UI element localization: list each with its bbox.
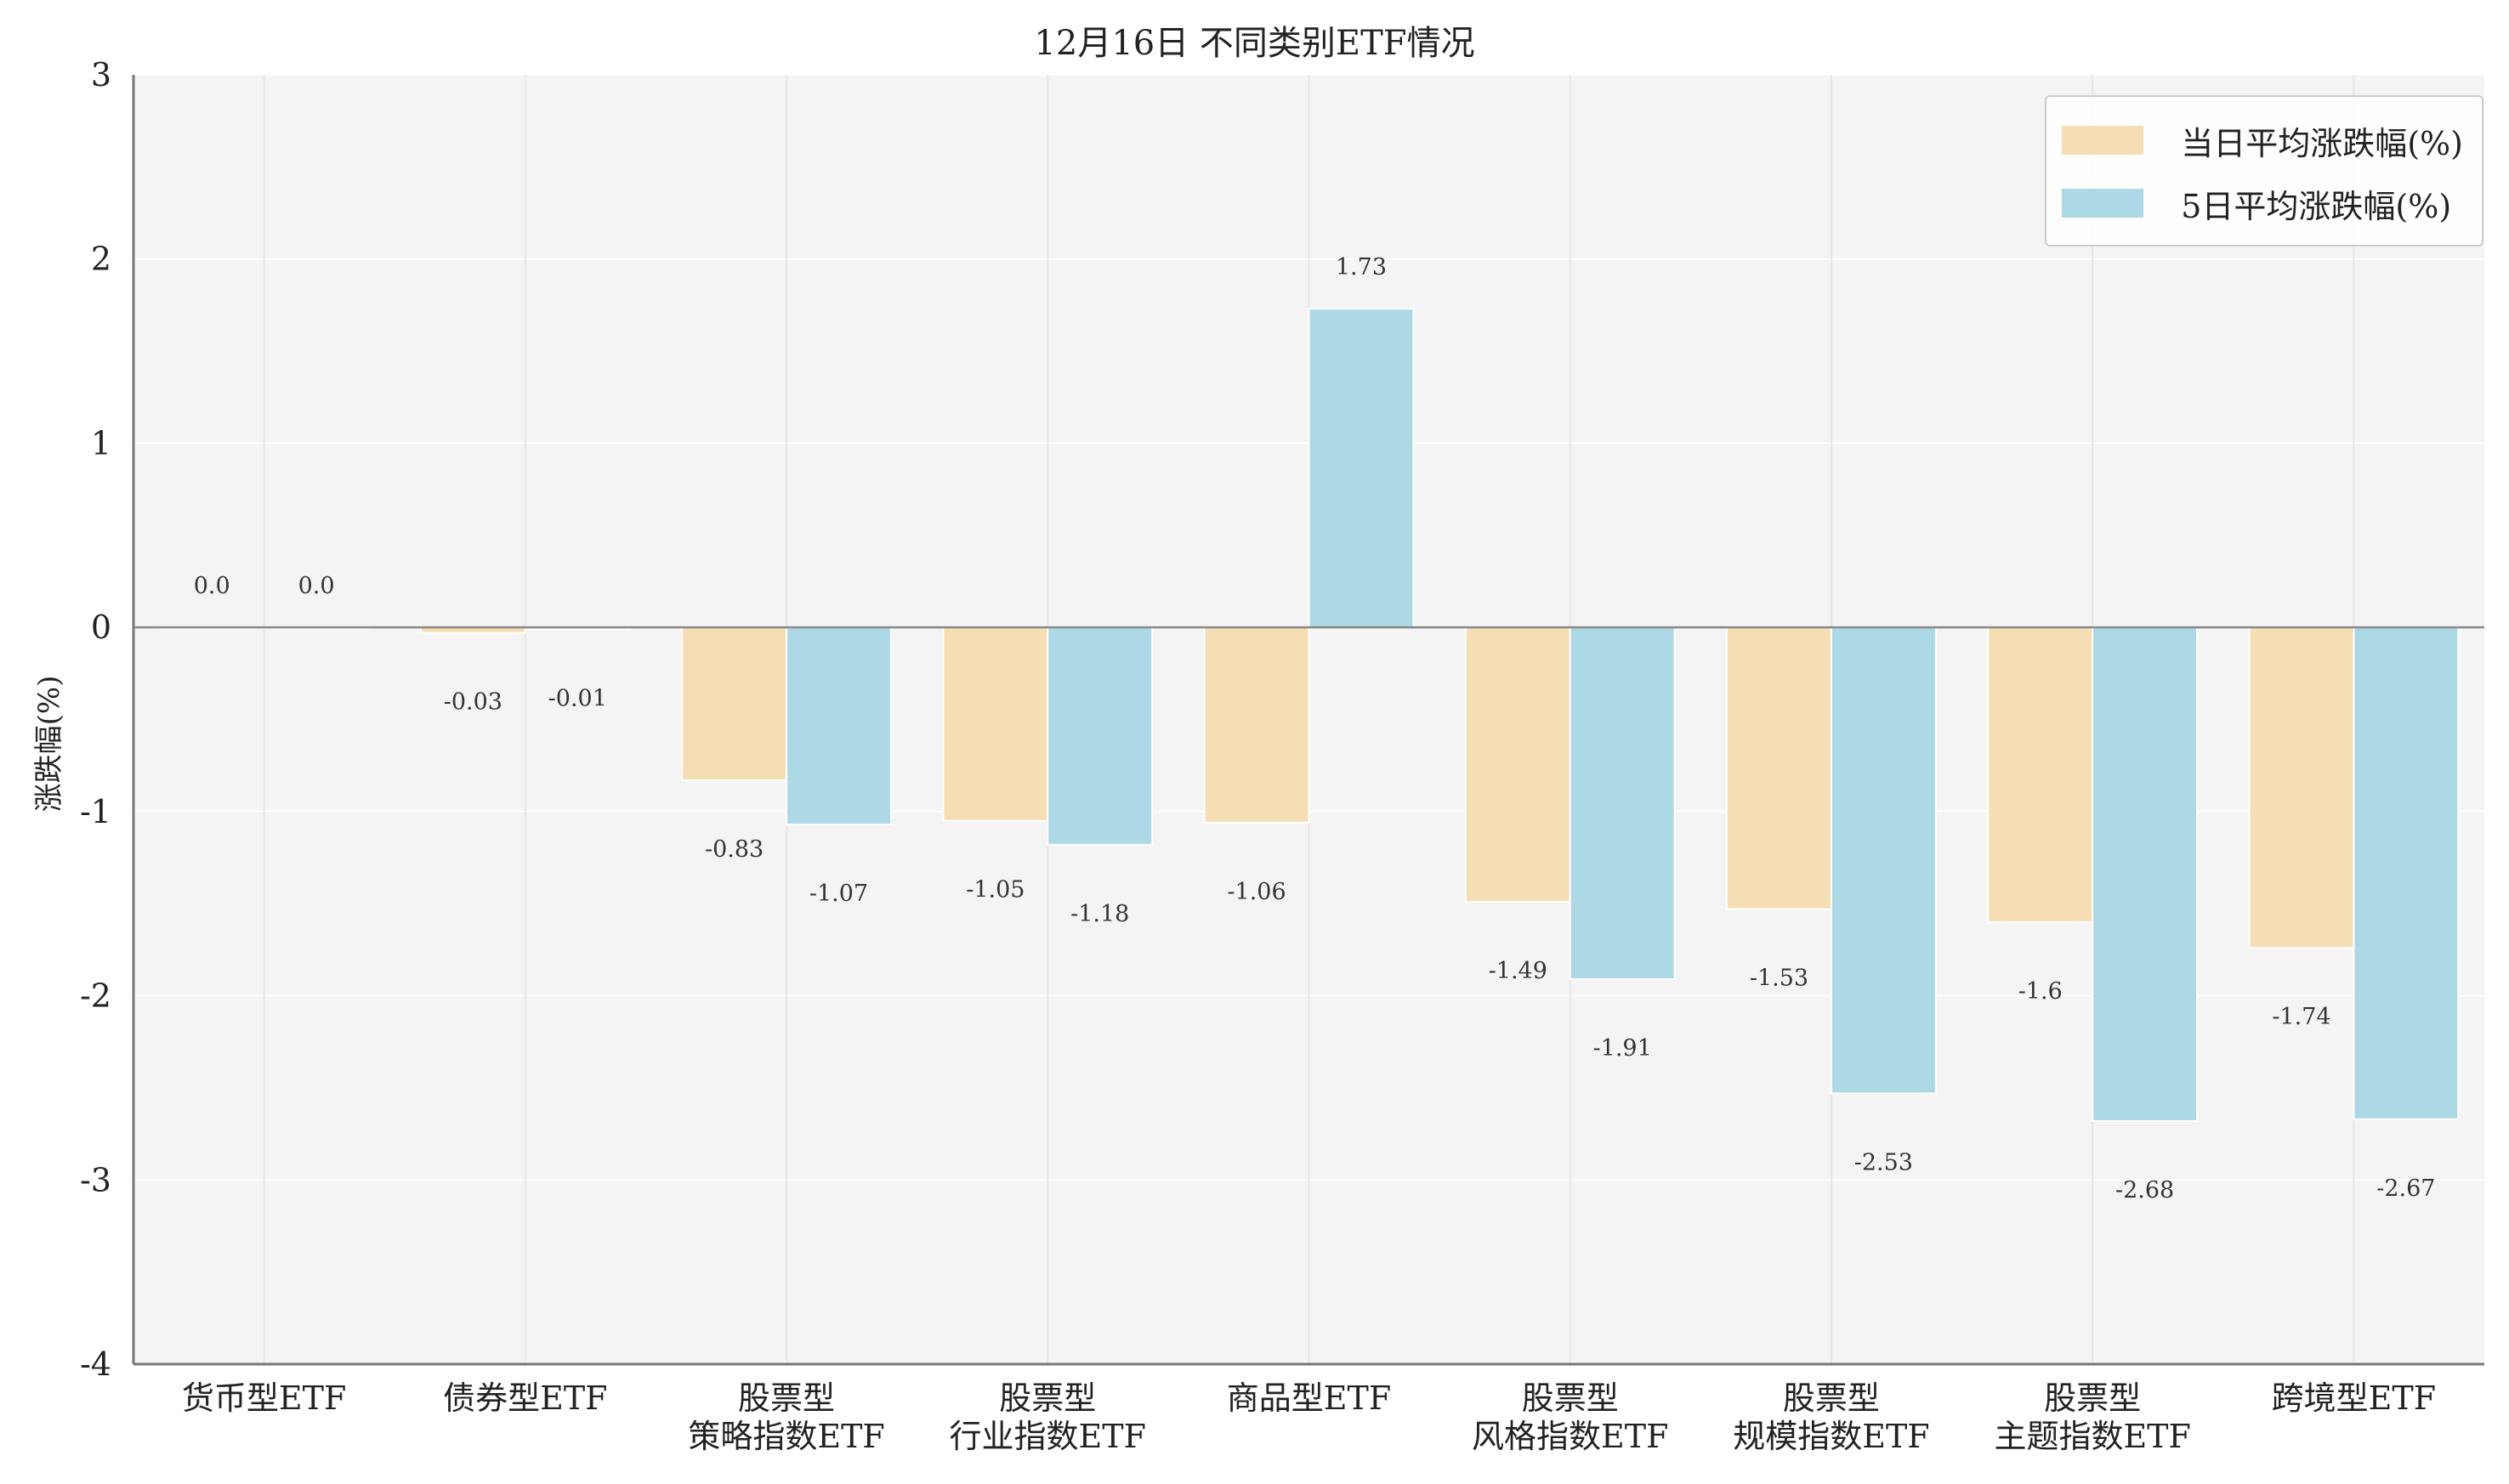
data-label-daily: -0.03 [444,689,502,716]
data-label-daily: -1.05 [966,877,1025,903]
data-label-5day: -2.53 [1854,1149,1913,1175]
y-tick-label: -2 [80,977,111,1015]
x-tick-label: 债券型ETF [443,1379,607,1417]
bar-5day [1047,626,1154,846]
x-tick-label: 股票型 [1783,1379,1880,1417]
bar-daily [942,626,1049,822]
chart-title: 12月16日 不同类别ETF情况 [1034,24,1475,63]
y-tick-label: -4 [80,1345,111,1383]
legend-swatch-5day [2062,189,2144,218]
data-label-5day: -0.01 [548,685,607,711]
y-tick-label: 2 [91,241,111,278]
data-label-daily: -1.74 [2272,1004,2330,1030]
x-tick-label: 风格指数ETF [1472,1418,1668,1455]
legend-item-5day: 5日平均涨跌幅(%) [2062,172,2463,235]
x-tick-label: 跨境型ETF [2272,1379,2436,1417]
data-label-5day: 1.73 [1336,254,1387,280]
bar-daily [2248,626,2355,949]
bar-5day [1830,626,1937,1095]
data-label-daily: -1.06 [1227,879,1286,905]
y-tick-label: -3 [80,1161,111,1198]
data-label-daily: 0.0 [194,573,230,599]
data-label-5day: -2.68 [2115,1177,2174,1204]
data-label-daily: -1.53 [1750,966,1808,992]
bar-daily [1464,626,1571,903]
bar-daily [681,626,788,782]
data-label-daily: -1.49 [1489,958,1547,984]
data-label-5day: -2.67 [2376,1175,2435,1202]
bar-daily [1726,626,1832,910]
bar-5day [2353,626,2460,1120]
legend-swatch-daily [2062,126,2144,155]
data-label-5day: -1.07 [809,881,868,907]
legend: 当日平均涨跌幅(%) 5日平均涨跌幅(%) [2045,95,2483,246]
legend-label-5day: 5日平均涨跌幅(%) [2181,187,2452,225]
x-tick-label: 股票型 [1522,1379,1619,1417]
x-tick-label: 股票型 [999,1379,1096,1417]
x-tick-label: 主题指数ETF [1994,1418,2190,1455]
x-tick-label: 行业指数ETF [950,1418,1146,1455]
legend-item-daily: 当日平均涨跌幅(%) [2062,109,2463,172]
x-tick-label: 股票型 [2044,1379,2141,1417]
data-label-5day: -1.18 [1070,901,1129,927]
y-tick-label: 0 [91,609,111,646]
x-tick-label: 货币型ETF [182,1379,346,1417]
bar-5day [786,626,892,826]
legend-label-daily: 当日平均涨跌幅(%) [2181,124,2463,162]
x-tick-label: 商品型ETF [1227,1379,1391,1417]
y-tick-label: -1 [80,793,111,830]
x-tick-label: 策略指数ETF [688,1418,884,1455]
bar-5day [1569,626,1676,981]
data-label-daily: -1.6 [2018,978,2063,1005]
data-label-5day: 0.0 [298,573,335,599]
data-label-daily: -0.83 [705,836,763,863]
data-label-5day: -1.91 [1593,1035,1652,1062]
bar-5day [1308,308,1415,629]
bar-5day [2092,626,2199,1122]
bar-daily [1987,626,2094,923]
x-tick-label: 规模指数ETF [1733,1418,1929,1455]
x-tick-label: 股票型 [738,1379,835,1417]
y-tick-label: 1 [91,424,111,462]
bar-daily [1203,626,1310,824]
y-tick-label: 3 [91,56,111,93]
